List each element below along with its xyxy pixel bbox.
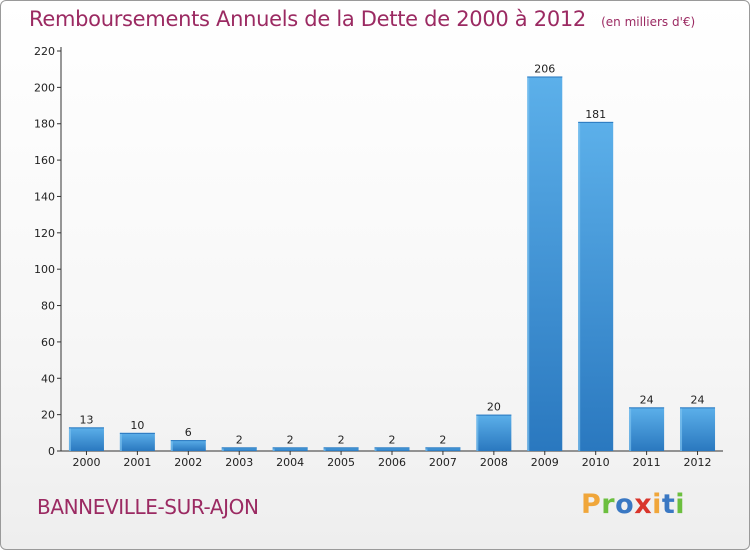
y-tick-label: 140 (34, 190, 55, 203)
bar-2000 (68, 427, 104, 451)
chart-title: Remboursements Annuels de la Dette de 20… (29, 7, 586, 31)
chart-subtitle: (en milliers d'€) (601, 15, 696, 29)
bar-2005 (323, 447, 359, 451)
x-tick-label: 2001 (123, 456, 151, 469)
title-row: Remboursements Annuels de la Dette de 20… (29, 7, 695, 31)
bar-2001 (119, 432, 155, 451)
proxiti-logo[interactable]: Proxiti (581, 489, 685, 520)
bar-highlight-2006 (374, 447, 377, 451)
bar-2008 (476, 414, 512, 451)
value-label: 20 (487, 401, 501, 414)
value-label: 2 (236, 433, 243, 446)
bar-highlight-2001 (119, 432, 122, 451)
logo-letter: i (652, 489, 662, 520)
bar-2004 (272, 447, 308, 451)
bar-highlight-2008 (476, 414, 479, 451)
value-label: 24 (640, 393, 654, 406)
bar-highlight-2000 (68, 427, 71, 451)
bar-highlight-2009 (527, 76, 530, 452)
value-label: 6 (185, 426, 192, 439)
value-label: 24 (691, 393, 705, 406)
logo-letter: i (675, 489, 686, 520)
value-label: 181 (585, 108, 606, 121)
bar-highlight-2004 (272, 447, 275, 451)
y-tick-label: 180 (34, 118, 55, 131)
bar-2003 (221, 447, 257, 451)
logo-letter: t (661, 489, 676, 520)
x-tick-label: 2010 (582, 456, 610, 469)
bar-2002 (170, 440, 206, 451)
y-tick-label: 100 (34, 263, 55, 276)
value-label: 2 (389, 433, 396, 446)
x-tick-label: 2011 (633, 456, 661, 469)
y-tick-label: 80 (41, 300, 55, 313)
bar-2006 (374, 447, 410, 451)
y-tick-label: 160 (34, 154, 55, 167)
x-tick-label: 2005 (327, 456, 355, 469)
x-tick-label: 2009 (531, 456, 559, 469)
value-label: 13 (79, 413, 93, 426)
bar-2012 (680, 407, 716, 451)
y-tick-label: 220 (34, 45, 55, 58)
x-tick-label: 2012 (684, 456, 712, 469)
y-tick-label: 40 (41, 372, 55, 385)
x-tick-label: 2003 (225, 456, 253, 469)
x-tick-label: 2007 (429, 456, 457, 469)
y-tick-label: 60 (41, 336, 55, 349)
x-tick-label: 2008 (480, 456, 508, 469)
logo-letter: o (615, 489, 635, 520)
value-label: 2 (338, 433, 345, 446)
bar-highlight-2007 (425, 447, 428, 451)
y-tick-label: 0 (48, 445, 55, 458)
logo-letter: r (601, 489, 616, 520)
bar-2010 (578, 121, 614, 451)
bar-highlight-2010 (578, 121, 581, 451)
bar-highlight-2002 (170, 440, 173, 451)
y-tick-label: 20 (41, 409, 55, 422)
value-label: 206 (534, 62, 555, 75)
x-tick-label: 2002 (174, 456, 202, 469)
bar-highlight-2011 (629, 407, 632, 451)
bar-2011 (629, 407, 665, 451)
x-tick-label: 2000 (72, 456, 100, 469)
y-tick-label: 200 (34, 81, 55, 94)
bar-highlight-2005 (323, 447, 326, 451)
x-tick-label: 2004 (276, 456, 304, 469)
value-label: 2 (287, 433, 294, 446)
bar-highlight-2003 (221, 447, 224, 451)
x-tick-label: 2006 (378, 456, 406, 469)
bar-2007 (425, 447, 461, 451)
logo-letter: P (581, 489, 602, 520)
value-label: 10 (130, 419, 144, 432)
value-label: 2 (439, 433, 446, 446)
y-tick-label: 120 (34, 227, 55, 240)
commune-name: BANNEVILLE-SUR-AJON (37, 495, 259, 519)
bar-highlight-2012 (680, 407, 683, 451)
bar-2009 (527, 76, 563, 452)
logo-letter: x (634, 489, 653, 520)
